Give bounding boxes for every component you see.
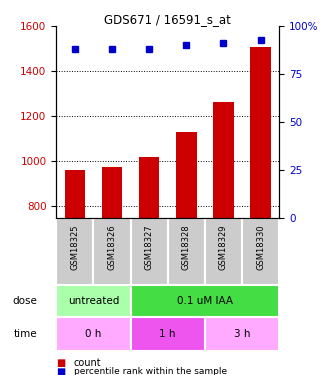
- Bar: [213, 102, 234, 217]
- Text: 1 h: 1 h: [160, 329, 176, 339]
- Bar: [65, 170, 85, 217]
- Bar: [139, 157, 159, 218]
- Text: GSM18325: GSM18325: [70, 224, 79, 270]
- Bar: [131, 317, 205, 351]
- Text: GSM18330: GSM18330: [256, 224, 265, 270]
- Text: 0.1 uM IAA: 0.1 uM IAA: [177, 296, 233, 306]
- Bar: [56, 317, 131, 351]
- Bar: [176, 132, 196, 218]
- Text: GSM18329: GSM18329: [219, 224, 228, 270]
- Text: time: time: [14, 329, 38, 339]
- Bar: [56, 285, 131, 317]
- Text: untreated: untreated: [68, 296, 119, 306]
- Text: count: count: [74, 358, 101, 368]
- Bar: [56, 217, 93, 285]
- Title: GDS671 / 16591_s_at: GDS671 / 16591_s_at: [104, 13, 231, 26]
- Bar: [205, 217, 242, 285]
- Text: percentile rank within the sample: percentile rank within the sample: [74, 368, 227, 375]
- Bar: [93, 217, 131, 285]
- Text: GSM18326: GSM18326: [108, 224, 117, 270]
- Text: 3 h: 3 h: [234, 329, 250, 339]
- Text: 0 h: 0 h: [85, 329, 101, 339]
- Bar: [205, 317, 279, 351]
- Text: ■: ■: [56, 358, 65, 368]
- Text: dose: dose: [13, 296, 38, 306]
- Bar: [131, 285, 279, 317]
- Text: GSM18327: GSM18327: [145, 224, 154, 270]
- Bar: [168, 217, 205, 285]
- Bar: [102, 167, 122, 218]
- Text: ■: ■: [56, 368, 65, 375]
- Bar: [250, 46, 271, 217]
- Bar: [131, 217, 168, 285]
- Bar: [242, 217, 279, 285]
- Text: GSM18328: GSM18328: [182, 224, 191, 270]
